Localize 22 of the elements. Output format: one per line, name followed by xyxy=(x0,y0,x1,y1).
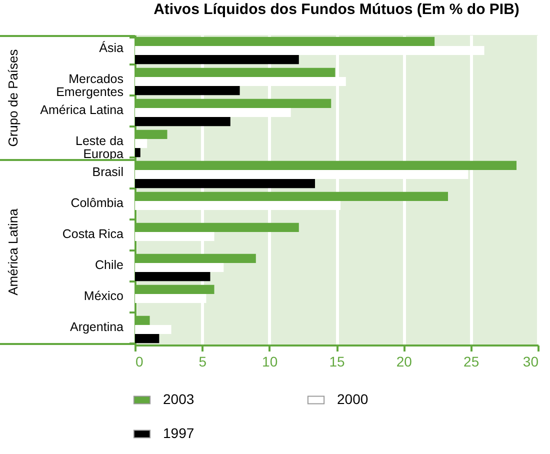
y-tick-label: Argentina xyxy=(70,320,124,334)
y-tick-label: Colômbia xyxy=(70,196,124,210)
x-tick-label: 10 xyxy=(262,354,278,370)
y-tick-label: Chile xyxy=(95,258,124,272)
y-tick-label: Mercados Emergentes xyxy=(56,72,124,99)
y-tick-label: México xyxy=(84,289,124,303)
y-tick-label: Brasil xyxy=(92,165,124,179)
y-tick-label: Leste da Europa xyxy=(76,134,124,161)
y-tick-label: Ásia xyxy=(99,41,124,55)
x-tick-label: 20 xyxy=(396,354,412,370)
y-tick-label: Costa Rica xyxy=(62,227,124,241)
x-tick-label: 0 xyxy=(136,354,144,370)
legend-label: 1997 xyxy=(163,425,194,441)
legend-label: 2003 xyxy=(163,391,194,407)
x-tick-label: 25 xyxy=(464,354,480,370)
legend-label: 2000 xyxy=(337,391,368,407)
chart-title: Ativos Líquidos dos Fundos Mútuos (Em % do PIB) xyxy=(154,1,520,18)
x-tick-label: 5 xyxy=(198,354,207,370)
y-tick-label: América Latina xyxy=(40,103,124,117)
x-tick-label: 15 xyxy=(329,354,345,370)
text: Grupo de Países xyxy=(6,49,20,147)
x-tick-label: 30 xyxy=(522,354,539,370)
